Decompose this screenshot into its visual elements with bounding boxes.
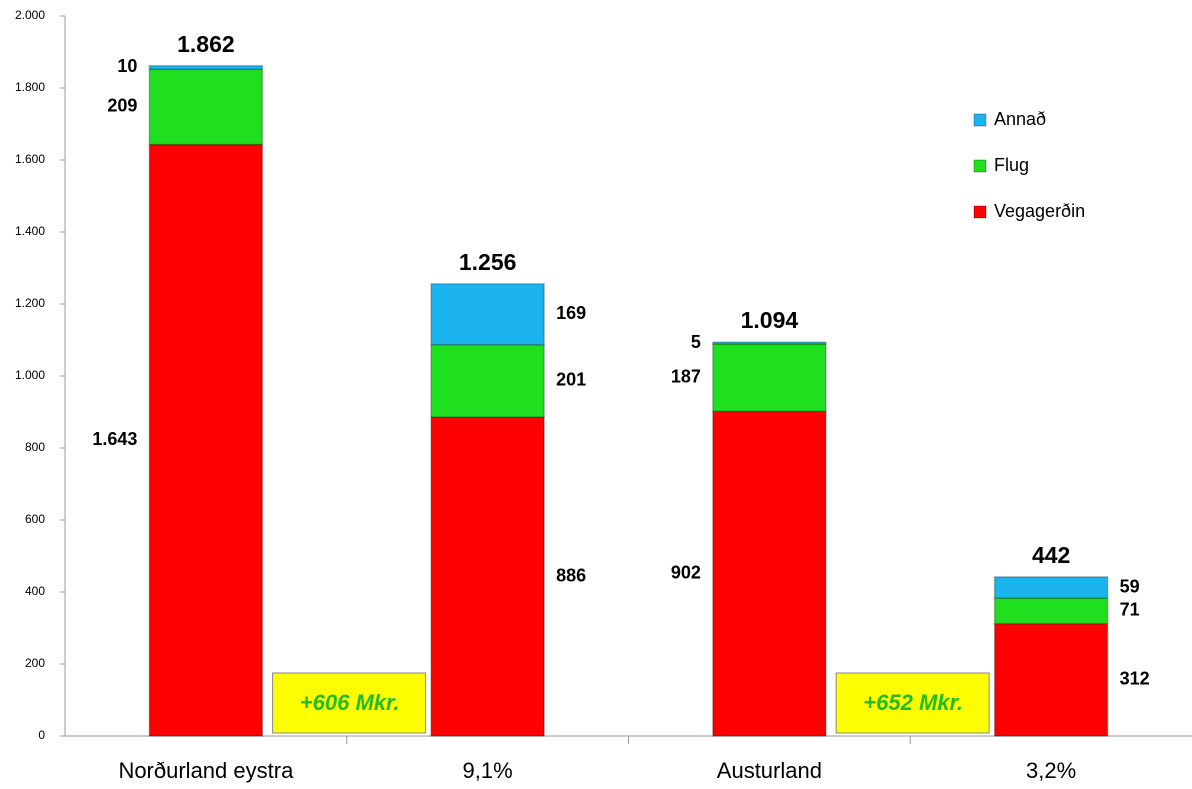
- legend-marker: [973, 159, 987, 173]
- y-tick-label: 1.800: [15, 80, 45, 94]
- data-label: 10: [117, 56, 137, 76]
- bar-segment: [712, 341, 827, 345]
- legend-marker: [973, 205, 987, 219]
- y-tick-label: 600: [25, 512, 45, 526]
- total-label: 1.094: [741, 307, 799, 333]
- y-tick-label: 2.000: [15, 8, 45, 22]
- legend-label: Annað: [994, 109, 1046, 129]
- y-tick-label: 800: [25, 440, 45, 454]
- y-tick-label: 200: [25, 656, 45, 670]
- bar-segment: [148, 68, 264, 146]
- legend-label: Flug: [994, 155, 1029, 175]
- annotation: +606 Mkr.: [300, 690, 400, 715]
- data-label: 209: [107, 96, 137, 116]
- bar-segment: [430, 283, 545, 346]
- bar-segment: [148, 64, 264, 71]
- bar-segment: [712, 343, 827, 413]
- total-label: 1.256: [459, 249, 517, 275]
- x-tick-label: Austurland: [717, 758, 822, 783]
- data-label: 1.643: [92, 429, 137, 449]
- data-label: 902: [671, 562, 701, 582]
- total-label: 1.862: [177, 31, 235, 57]
- y-tick-label: 0: [38, 728, 45, 742]
- total-label: 442: [1032, 542, 1070, 568]
- bar-segment: [993, 576, 1109, 599]
- data-label: 312: [1120, 669, 1150, 689]
- data-label: 169: [556, 303, 586, 323]
- annotation-box: [835, 672, 990, 734]
- bar-segment: [148, 143, 264, 737]
- bar-segment: [993, 597, 1109, 625]
- data-label: 201: [556, 370, 586, 390]
- y-tick-label: 1.200: [15, 296, 45, 310]
- data-label: 71: [1120, 600, 1140, 620]
- bar-segment: [993, 622, 1109, 737]
- annotation-box: [272, 672, 427, 734]
- data-label: 59: [1120, 576, 1140, 596]
- y-tick-label: 1.600: [15, 152, 45, 166]
- x-tick-label: Norðurland eystra: [118, 758, 294, 783]
- y-tick-label: 1.400: [15, 224, 45, 238]
- legend-marker: [973, 113, 987, 127]
- y-tick-label: 1.000: [15, 368, 45, 382]
- legend-label: Vegagerðin: [994, 201, 1085, 221]
- data-label: 886: [556, 565, 586, 585]
- annotation: +652 Mkr.: [863, 690, 963, 715]
- data-label: 187: [671, 366, 701, 386]
- x-tick-label: 9,1%: [463, 758, 513, 783]
- bar-segment: [712, 410, 827, 737]
- bar-segment: [430, 343, 545, 418]
- x-tick-label: 3,2%: [1026, 758, 1076, 783]
- data-label: 5: [691, 332, 701, 352]
- bar-segment: [430, 416, 545, 737]
- y-tick-label: 400: [25, 584, 45, 598]
